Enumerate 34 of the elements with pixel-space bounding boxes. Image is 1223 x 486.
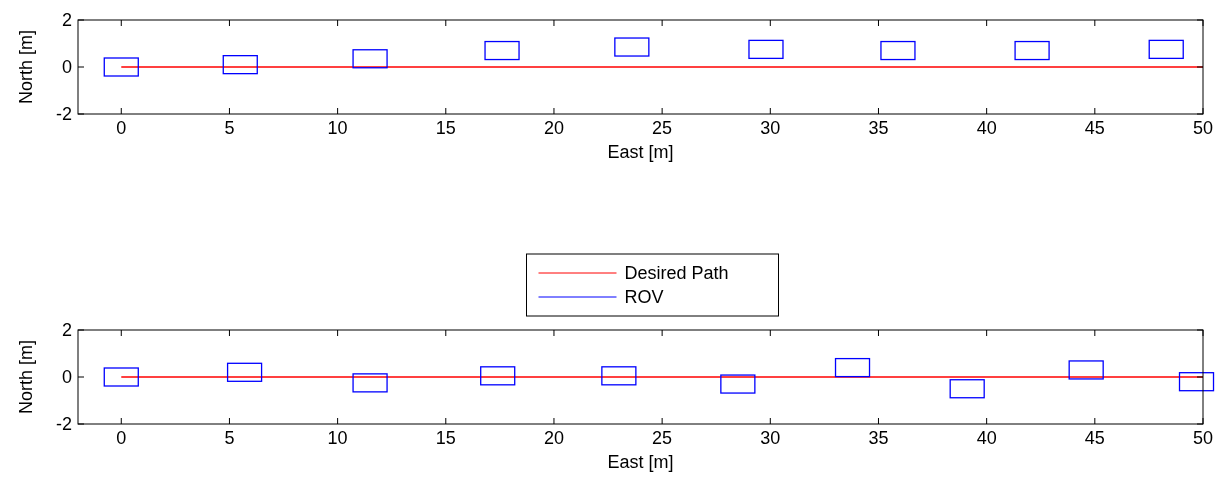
x-tick-label: 30 <box>760 428 781 448</box>
x-tick-label: 0 <box>116 118 127 138</box>
y-axis-title: North [m] <box>16 29 36 105</box>
x-tick-label: 50 <box>1192 428 1214 448</box>
x-tick-label: 15 <box>435 428 456 448</box>
y-tick-label: 0 <box>61 57 72 77</box>
x-tick-label: 5 <box>224 428 235 448</box>
y-tick-label: 0 <box>61 367 72 387</box>
x-tick-label: 35 <box>868 428 889 448</box>
y-tick-label: 2 <box>61 320 72 340</box>
x-tick-label: 40 <box>976 428 997 448</box>
x-tick-label: 40 <box>976 118 997 138</box>
x-tick-label: 25 <box>652 428 673 448</box>
y-axis-title: North [m] <box>16 339 36 415</box>
x-tick-label: 10 <box>327 118 348 138</box>
x-tick-label: 45 <box>1084 118 1105 138</box>
y-tick-label: -2 <box>55 104 72 124</box>
x-tick-label: 20 <box>543 428 564 448</box>
x-axis-title: East [m] <box>607 452 674 472</box>
x-tick-label: 25 <box>652 118 673 138</box>
x-tick-label: 0 <box>116 428 127 448</box>
x-tick-label: 5 <box>224 118 235 138</box>
y-tick-label: -2 <box>55 414 72 434</box>
legend-label: Desired Path <box>624 263 729 283</box>
x-tick-label: 50 <box>1192 118 1214 138</box>
x-tick-label: 30 <box>760 118 781 138</box>
x-tick-label: 20 <box>543 118 564 138</box>
legend-label: ROV <box>624 287 664 307</box>
x-tick-label: 45 <box>1084 428 1105 448</box>
x-axis-title: East [m] <box>607 142 674 162</box>
x-tick-label: 35 <box>868 118 889 138</box>
y-tick-label: 2 <box>61 10 72 30</box>
x-tick-label: 10 <box>327 428 348 448</box>
x-tick-label: 15 <box>435 118 456 138</box>
